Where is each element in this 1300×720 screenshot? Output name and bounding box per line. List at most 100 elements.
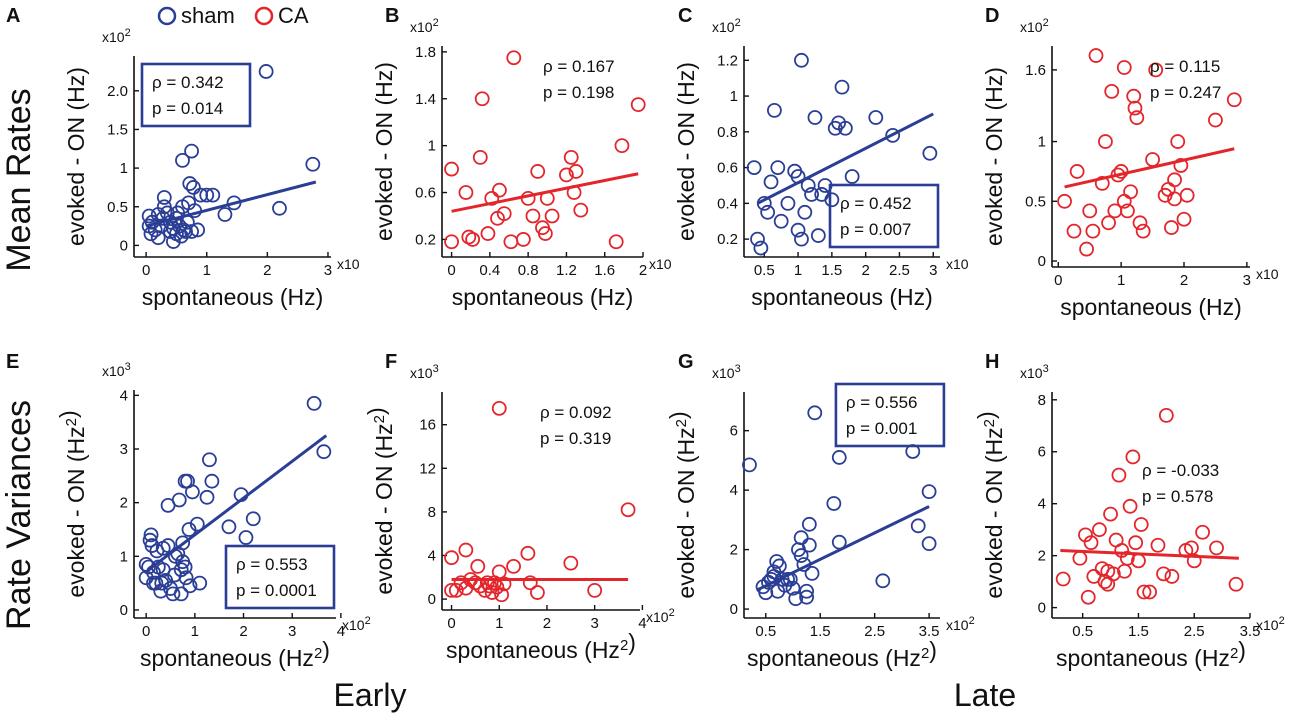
- data-point: [922, 145, 938, 161]
- y-exponent: x103: [102, 361, 131, 379]
- data-point: [1123, 184, 1138, 200]
- data-point: [520, 545, 536, 561]
- legend-label-sham: sham: [181, 3, 235, 28]
- y-tick-label: 8: [428, 504, 436, 521]
- regression-line: [145, 180, 317, 228]
- x-tick-label: 0: [447, 615, 455, 632]
- data-point: [1176, 211, 1192, 227]
- data-point: [491, 564, 507, 580]
- y-tick-label: 4: [730, 482, 738, 499]
- x-exponent: x10: [337, 256, 360, 272]
- data-point: [192, 575, 208, 591]
- label-text: ): [322, 637, 330, 663]
- data-point: [190, 222, 206, 238]
- data-point: [189, 516, 205, 532]
- x-tick-label: 4: [337, 623, 345, 640]
- panel-letter: H: [985, 351, 999, 373]
- data-point: [258, 64, 274, 79]
- stats-box: [140, 62, 252, 128]
- data-point: [226, 195, 242, 211]
- data-point: [1085, 223, 1101, 239]
- panel-a: A 0 0.5 1 1.5 2.0 0 1 2 3 x102 x10 spontaneous (Hz) e…: [6, 5, 360, 310]
- data-point: [608, 234, 624, 250]
- data-point: [1208, 112, 1223, 128]
- data-point: [630, 97, 646, 113]
- data-point: [530, 585, 545, 600]
- data-point: [1125, 449, 1141, 465]
- data-point: [233, 487, 249, 503]
- x-axis-label: spontaneous (Hz2): [747, 637, 937, 671]
- y-tick-label: 1: [120, 160, 128, 177]
- data-point: [522, 575, 538, 591]
- label-text: evoked - ON (Hz): [371, 62, 397, 241]
- x-tick-label: 1.5: [810, 623, 831, 640]
- y-exponent: x103: [410, 363, 439, 381]
- x-tick-label: 2.5: [864, 623, 885, 640]
- data-point: [272, 200, 287, 216]
- data-point: [1128, 535, 1144, 551]
- y-tick-label: 6: [730, 423, 738, 440]
- label-text: evoked - ON (Hz): [981, 67, 1007, 246]
- x-tick-label: 2.5: [1184, 623, 1205, 640]
- label-text: evoked - ON (Hz: [63, 426, 89, 597]
- data-point: [506, 50, 522, 66]
- y-axis-label: evoked - ON (Hz2): [55, 410, 89, 597]
- x-tick-label: 1.5: [821, 262, 842, 279]
- label-text: evoked - ON (Hz: [371, 423, 397, 594]
- data-point: [182, 176, 198, 191]
- panel-c: C 0.2 0.4 0.6 0.8 1 1.2 0.5 1 1.5 2 2.5 3 x102 x10 spon…: [673, 5, 969, 310]
- data-point: [184, 224, 199, 239]
- y-tick-label: 0.5: [107, 199, 128, 216]
- data-point: [444, 550, 459, 566]
- stats-rho: ρ = 0.092: [540, 403, 612, 422]
- data-point: [1156, 566, 1171, 582]
- label-sup: 2: [673, 419, 690, 427]
- data-point: [563, 149, 579, 165]
- y-tick-label: 1: [120, 548, 128, 565]
- x-axis-label: spontaneous (Hz2): [446, 629, 636, 663]
- data-point: [506, 559, 521, 574]
- data-point: [217, 207, 233, 222]
- data-point: [1142, 584, 1158, 600]
- data-point: [160, 538, 176, 553]
- x-tick-label: 0.5: [755, 623, 776, 640]
- data-point: [530, 164, 546, 179]
- y-tick-label: 0.2: [415, 231, 436, 248]
- data-point: [793, 548, 809, 563]
- label-text: ): [665, 411, 691, 419]
- data-point: [204, 473, 220, 489]
- x-tick-label: 4: [638, 615, 646, 632]
- label-text: spontaneous (Hz: [446, 637, 620, 663]
- data-point: [1133, 517, 1149, 532]
- data-point: [1228, 576, 1244, 592]
- data-point: [458, 185, 474, 200]
- data-point: [746, 160, 762, 175]
- data-point: [143, 527, 159, 543]
- data-point: [587, 582, 603, 598]
- data-point: [1209, 540, 1224, 556]
- label-sup: 2: [981, 419, 998, 427]
- data-point: [202, 452, 217, 468]
- y-exponent-sup: 3: [735, 363, 741, 375]
- y-tick-label: 1.6: [1025, 62, 1046, 79]
- data-point: [785, 580, 801, 596]
- data-point: [1069, 164, 1085, 179]
- data-point: [444, 161, 459, 177]
- y-axis-label: evoked - ON (Hz): [371, 62, 397, 241]
- x-tick-label: 1.2: [556, 262, 577, 279]
- y-tick-label: 0.6: [717, 160, 738, 177]
- legend: sham CA: [157, 3, 309, 28]
- y-axis-label: evoked - ON (Hz): [63, 67, 89, 246]
- data-point: [796, 557, 812, 572]
- x-axis-label: spontaneous (Hz): [452, 284, 634, 310]
- y-tick-label: 3: [120, 441, 128, 458]
- column-label-late: Late: [954, 677, 1016, 713]
- legend-marker-sham: [157, 6, 177, 26]
- data-point: [1167, 172, 1182, 188]
- data-point: [771, 558, 787, 574]
- x-axis-label: spontaneous (Hz2): [140, 637, 330, 671]
- data-point: [491, 400, 507, 416]
- data-point: [221, 519, 237, 535]
- y-tick-label: 0.2: [717, 231, 738, 248]
- label-text: ): [55, 410, 81, 418]
